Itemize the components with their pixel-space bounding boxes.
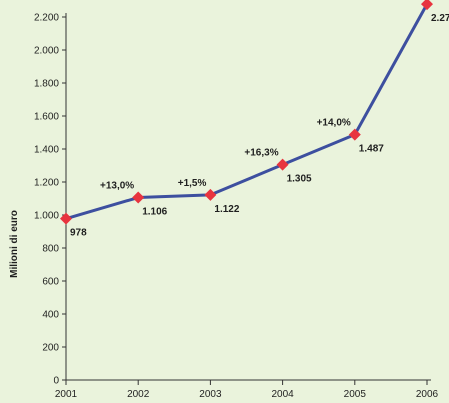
- axes: 0 200 400 600 800 1.000 1.200 1.400 1.600 1.800 2.…: [34, 13, 439, 401]
- x-tick-label: 2006: [416, 389, 439, 400]
- y-tick-label: 2.000: [34, 46, 59, 57]
- x-tick-label: 2004: [271, 389, 294, 400]
- y-tick-label: 800: [42, 244, 59, 255]
- y-tick-label: 1.400: [34, 145, 59, 156]
- value-label: 1.305: [287, 174, 312, 185]
- data-point: [421, 0, 433, 11]
- x-tick-label: 2001: [55, 389, 78, 400]
- series-group: 978 1.106 +13,0% 1.122 +1,5% 1.305 +16,3% 1.487…: [60, 0, 449, 239]
- data-point: [60, 212, 72, 225]
- y-tick-label: 0: [53, 376, 59, 387]
- value-label: 1.487: [359, 144, 384, 155]
- x-tick-label: 2005: [344, 389, 367, 400]
- y-axis-title: Milioni di euro: [9, 210, 20, 278]
- change-label: +14,0%: [317, 118, 351, 129]
- y-tick-label: 1.600: [34, 112, 59, 123]
- change-label: +13,0%: [100, 181, 134, 192]
- y-tick-label: 200: [42, 343, 59, 354]
- value-label: 978: [70, 228, 87, 239]
- y-tick-label: 400: [42, 310, 59, 321]
- data-point: [204, 188, 217, 201]
- value-label: 2.278: [431, 13, 449, 24]
- series-line: [64, 2, 429, 221]
- y-tick-label: 1.800: [34, 79, 59, 90]
- data-point: [348, 128, 361, 141]
- data-point: [276, 158, 289, 171]
- change-label: +1,5%: [178, 178, 207, 189]
- y-tick-label: 1.000: [34, 211, 59, 222]
- y-tick-label: 1.200: [34, 178, 59, 189]
- x-tick-label: 2003: [199, 389, 222, 400]
- change-label: +16,3%: [244, 148, 278, 159]
- y-tick-label: 600: [42, 277, 59, 288]
- value-label: 1.122: [214, 204, 239, 215]
- y-tick-label: 2.200: [34, 13, 59, 24]
- data-point: [132, 191, 145, 204]
- value-label: 1.106: [142, 207, 167, 218]
- x-tick-label: 2002: [127, 389, 150, 400]
